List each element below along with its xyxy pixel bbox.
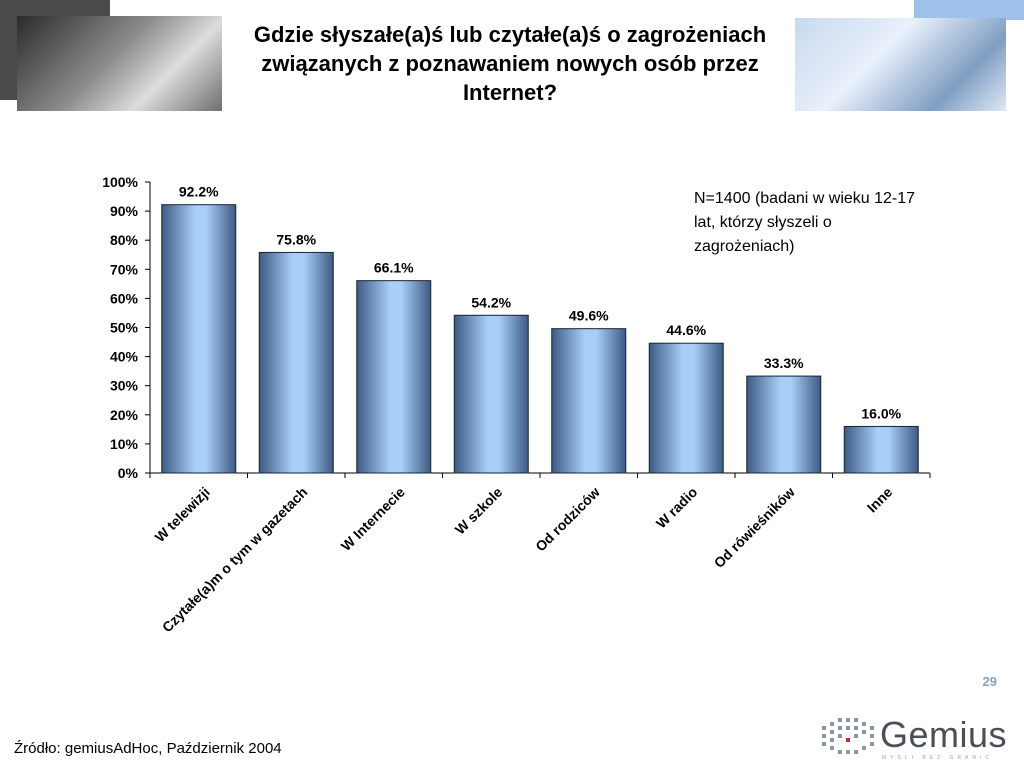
source-note: Źródło: gemiusAdHoc, Październik 2004 [14, 740, 282, 757]
category-label: W Internecie [338, 484, 408, 554]
logo-tagline: MYŚLI BEZ GRANIC [882, 755, 993, 761]
y-tick-label: 90% [110, 203, 139, 219]
y-tick-label: 20% [110, 407, 139, 423]
sample-note: N=1400 (badani w wieku 12-17 lat, którzy… [694, 190, 916, 255]
value-label: 75.8% [276, 231, 316, 247]
bar [648, 342, 724, 474]
bar [453, 314, 529, 474]
category-label: Inne [864, 484, 896, 516]
value-label: 49.6% [569, 308, 609, 324]
bar [356, 280, 432, 474]
category-label: Od rówieśników [711, 484, 798, 571]
category-label: W szkole [452, 484, 506, 538]
y-tick-label: 100% [102, 174, 138, 190]
y-tick-label: 80% [110, 232, 139, 248]
bar [843, 425, 919, 474]
bar [551, 328, 627, 474]
value-label: 16.0% [861, 405, 901, 421]
logo-wordmark: Gemius [880, 714, 1008, 755]
value-label: 44.6% [666, 322, 706, 338]
bar [161, 204, 237, 474]
value-label: 66.1% [374, 260, 414, 276]
value-label: 92.2% [179, 184, 219, 200]
category-label: W radio [653, 484, 701, 532]
page-number: 29 [982, 674, 997, 689]
y-tick-label: 70% [110, 261, 139, 277]
y-tick-label: 0% [118, 465, 139, 481]
slide-title: Gdzie słyszałe(a)ś lub czytałe(a)ś o zag… [253, 22, 767, 105]
y-tick-label: 50% [110, 320, 139, 336]
logo-mark-icon [822, 718, 874, 754]
gemius-logo: Gemius MYŚLI BEZ GRANIC [820, 712, 1020, 762]
y-tick-label: 40% [110, 349, 139, 365]
photo-girl-at-computer [795, 18, 1006, 111]
bar [258, 251, 334, 474]
value-label: 54.2% [471, 294, 511, 310]
value-label: 33.3% [764, 355, 804, 371]
y-tick-label: 10% [110, 436, 139, 452]
corner-decoration-right [914, 0, 1024, 20]
bar [746, 375, 822, 474]
y-tick-label: 60% [110, 290, 139, 306]
category-label: W telewizji [151, 484, 212, 545]
photo-teen-at-computer [17, 16, 222, 111]
category-label: Od rodziców [532, 484, 603, 555]
y-tick-label: 30% [110, 378, 139, 394]
